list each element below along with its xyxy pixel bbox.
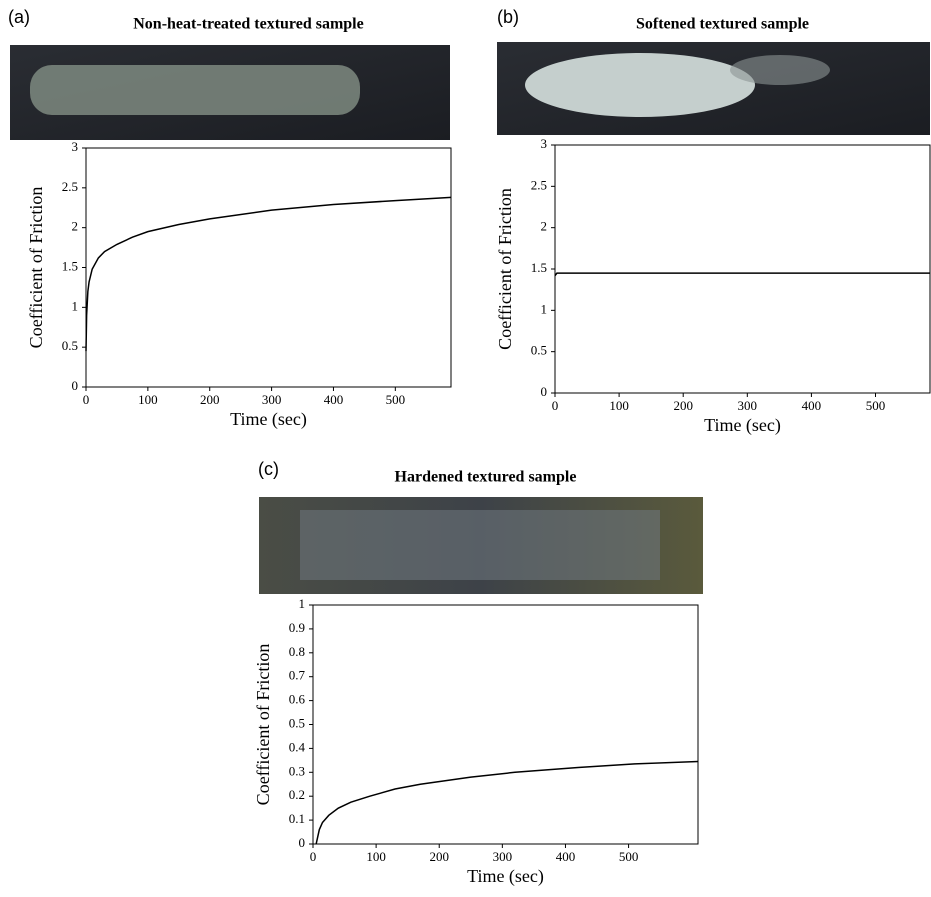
y-tick-label: 0.6 [289, 692, 306, 707]
panel-label: (b) [497, 7, 519, 27]
y-tick-label: 1 [72, 298, 79, 313]
x-tick-label: 300 [493, 849, 513, 864]
x-tick-label: 400 [802, 398, 822, 413]
y-tick-label: 0.4 [289, 739, 306, 754]
y-tick-label: 3 [541, 136, 548, 151]
chart-title: Hardened textured sample [395, 469, 577, 486]
x-axis-label: Time (sec) [704, 415, 781, 436]
y-tick-label: 1 [299, 596, 306, 611]
y-tick-label: 0.8 [289, 644, 305, 659]
x-tick-label: 0 [310, 849, 317, 864]
y-tick-label: 0.1 [289, 811, 305, 826]
chart-title: Non-heat-treated textured sample [133, 16, 363, 33]
y-tick-label: 0.3 [289, 763, 305, 778]
x-tick-label: 300 [262, 392, 282, 407]
x-tick-label: 100 [609, 398, 629, 413]
x-tick-label: 200 [429, 849, 449, 864]
x-tick-label: 400 [556, 849, 576, 864]
plot-frame [554, 144, 931, 394]
y-tick-label: 0 [541, 384, 548, 399]
y-tick-label: 0.9 [289, 620, 305, 635]
x-tick-label: 0 [552, 398, 559, 413]
y-tick-label: 2 [72, 219, 79, 234]
y-tick-label: 0.5 [289, 715, 305, 730]
plot-frame [312, 604, 699, 845]
y-axis-label: Coefficient of Friction [495, 188, 515, 350]
y-tick-label: 0.5 [531, 343, 547, 358]
photo-c [259, 497, 703, 594]
y-axis-label: Coefficient of Friction [26, 187, 46, 349]
y-tick-label: 0 [299, 835, 306, 850]
x-tick-label: 200 [673, 398, 693, 413]
y-tick-label: 1 [541, 301, 548, 316]
y-tick-label: 0 [72, 378, 79, 393]
x-axis-label: Time (sec) [467, 866, 544, 887]
x-tick-label: 500 [866, 398, 886, 413]
x-tick-label: 200 [200, 392, 220, 407]
data-line [315, 760, 699, 845]
x-axis-label: Time (sec) [230, 409, 307, 430]
panel-label: (c) [258, 459, 279, 479]
photo-a [10, 45, 450, 140]
data-line [85, 196, 452, 352]
y-tick-label: 2.5 [62, 179, 78, 194]
x-tick-label: 100 [366, 849, 386, 864]
y-tick-label: 1.5 [62, 258, 78, 273]
y-axis-label: Coefficient of Friction [253, 644, 273, 806]
x-tick-label: 100 [138, 392, 158, 407]
y-tick-label: 0.2 [289, 787, 305, 802]
x-tick-label: 500 [386, 392, 406, 407]
panel-label: (a) [8, 7, 30, 27]
x-tick-label: 400 [324, 392, 344, 407]
data-line [554, 272, 930, 277]
x-tick-label: 500 [619, 849, 639, 864]
y-tick-label: 0.5 [62, 338, 78, 353]
plot-frame [85, 147, 452, 388]
chart-title: Softened textured sample [636, 16, 809, 33]
y-tick-label: 2.5 [531, 177, 547, 192]
x-tick-label: 300 [738, 398, 758, 413]
y-tick-label: 3 [72, 139, 79, 154]
y-tick-label: 1.5 [531, 260, 547, 275]
y-tick-label: 2 [541, 219, 548, 234]
photo-b [497, 42, 930, 135]
y-tick-label: 0.7 [289, 668, 306, 683]
x-tick-label: 0 [83, 392, 90, 407]
